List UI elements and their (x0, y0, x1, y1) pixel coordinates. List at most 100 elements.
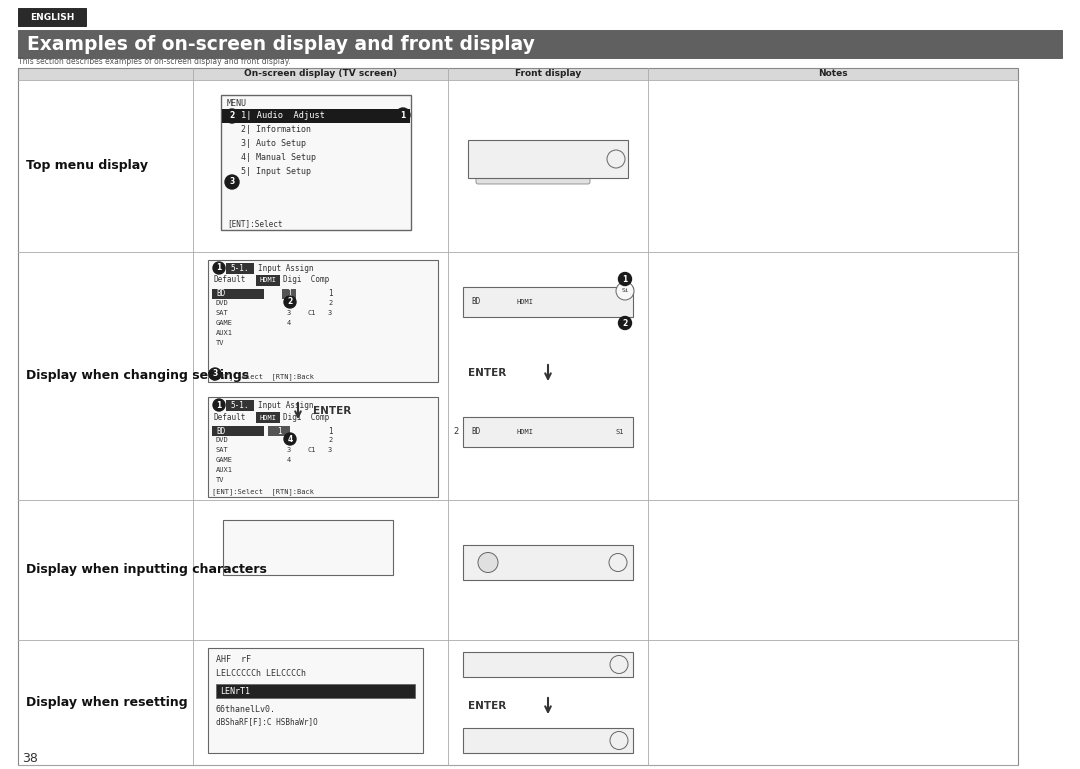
Bar (226, 400, 254, 411)
Text: 3: 3 (328, 310, 333, 316)
Text: This section describes examples of on-screen display and front display.: This section describes examples of on-sc… (18, 56, 291, 65)
Text: Display when resetting: Display when resetting (26, 696, 188, 709)
Bar (226, 263, 254, 274)
Circle shape (610, 731, 627, 750)
Bar (463, 417, 633, 447)
Text: LENrT1: LENrT1 (220, 687, 249, 695)
Bar (463, 728, 633, 753)
Bar (282, 289, 296, 299)
Text: 3: 3 (287, 310, 292, 316)
Text: SAT: SAT (216, 447, 229, 453)
Text: BD: BD (471, 428, 481, 437)
Text: 66thanelLv0.: 66thanelLv0. (216, 705, 276, 714)
Text: BD: BD (216, 427, 226, 435)
Text: HDMI: HDMI (259, 278, 276, 284)
Text: AUX1: AUX1 (216, 467, 233, 473)
Bar (463, 652, 633, 677)
Circle shape (213, 399, 225, 411)
Circle shape (619, 317, 632, 329)
Text: 1: 1 (401, 111, 406, 119)
Circle shape (213, 262, 225, 274)
Text: 1| Audio  Adjust: 1| Audio Adjust (241, 112, 325, 121)
Circle shape (619, 272, 632, 285)
Text: S1: S1 (615, 429, 623, 435)
Text: [ENT]:Select  [RTN]:Back: [ENT]:Select [RTN]:Back (212, 374, 314, 381)
Text: DVD: DVD (216, 300, 229, 306)
FancyBboxPatch shape (230, 541, 386, 555)
Circle shape (284, 296, 296, 308)
Text: Input Assign: Input Assign (258, 264, 313, 273)
Bar (256, 275, 280, 286)
Text: ENGLISH: ENGLISH (30, 12, 75, 22)
Text: [ENT]:Select  [RTN]:Back: [ENT]:Select [RTN]:Back (212, 488, 314, 495)
Bar (468, 140, 627, 178)
Bar (212, 289, 264, 299)
Circle shape (225, 175, 239, 189)
Bar (18, 30, 1062, 58)
Text: 3| Auto Setup: 3| Auto Setup (241, 139, 306, 148)
Circle shape (609, 554, 627, 571)
Text: LELCCCCCh LELCCCCh: LELCCCCCh LELCCCCh (216, 670, 306, 678)
Text: AHF  rF: AHF rF (216, 655, 251, 664)
Text: 2: 2 (287, 300, 292, 306)
Circle shape (607, 150, 625, 168)
Text: 1: 1 (286, 289, 292, 298)
Text: 3: 3 (328, 447, 333, 453)
Text: 1: 1 (216, 401, 221, 410)
Text: Notes: Notes (819, 69, 848, 78)
Text: 1: 1 (622, 275, 627, 284)
Text: Display when inputting characters: Display when inputting characters (26, 564, 267, 577)
Text: HDMI: HDMI (516, 429, 534, 435)
Bar (18, 8, 86, 26)
Text: 2| Information: 2| Information (241, 125, 311, 135)
Text: GAME: GAME (216, 457, 233, 463)
Bar (216, 684, 415, 698)
Text: 4: 4 (287, 320, 292, 326)
Circle shape (616, 282, 634, 300)
Text: BD: BD (216, 289, 226, 298)
Circle shape (210, 368, 221, 380)
Text: 3: 3 (287, 447, 292, 453)
FancyBboxPatch shape (491, 425, 555, 442)
Text: DVD: DVD (216, 437, 229, 443)
Text: 4: 4 (287, 434, 293, 444)
Text: 2: 2 (229, 112, 234, 121)
Text: 4: 4 (287, 457, 292, 463)
Bar (212, 426, 264, 436)
Circle shape (284, 433, 296, 445)
Text: SAT: SAT (216, 310, 229, 316)
Text: 2: 2 (328, 300, 333, 306)
Text: 2: 2 (622, 318, 627, 328)
Bar (222, 520, 393, 575)
Circle shape (396, 108, 410, 122)
Text: 1: 1 (276, 427, 281, 435)
Bar (222, 109, 410, 123)
Text: 5| Input Setup: 5| Input Setup (241, 168, 311, 177)
Text: AUX1: AUX1 (216, 330, 233, 336)
Text: Default: Default (214, 275, 246, 285)
Text: 5-1.: 5-1. (231, 401, 249, 410)
Circle shape (478, 552, 498, 572)
Bar (463, 545, 633, 580)
Text: BD: BD (471, 298, 481, 307)
Bar (268, 426, 291, 436)
Text: Digi  Comp: Digi Comp (283, 412, 329, 421)
Text: dBShaRF[F]:C HSBhaWr]O: dBShaRF[F]:C HSBhaWr]O (216, 717, 318, 727)
Text: 1: 1 (216, 264, 221, 272)
Bar (463, 287, 633, 317)
Bar (208, 260, 438, 382)
Text: Input Assign: Input Assign (258, 401, 313, 410)
Text: Top menu display: Top menu display (26, 159, 148, 172)
Text: Examples of on-screen display and front display: Examples of on-screen display and front … (27, 35, 535, 54)
Text: C1: C1 (308, 310, 316, 316)
Circle shape (610, 655, 627, 674)
FancyBboxPatch shape (491, 295, 555, 312)
Text: HDMI: HDMI (516, 299, 534, 305)
Text: Digi  Comp: Digi Comp (283, 275, 329, 285)
Text: On-screen display (TV screen): On-screen display (TV screen) (244, 69, 397, 78)
Text: ENTER: ENTER (468, 701, 507, 711)
Text: Display when changing settings: Display when changing settings (26, 369, 249, 382)
Bar (208, 648, 423, 753)
Text: 2: 2 (287, 298, 293, 307)
Text: C1: C1 (308, 447, 316, 453)
